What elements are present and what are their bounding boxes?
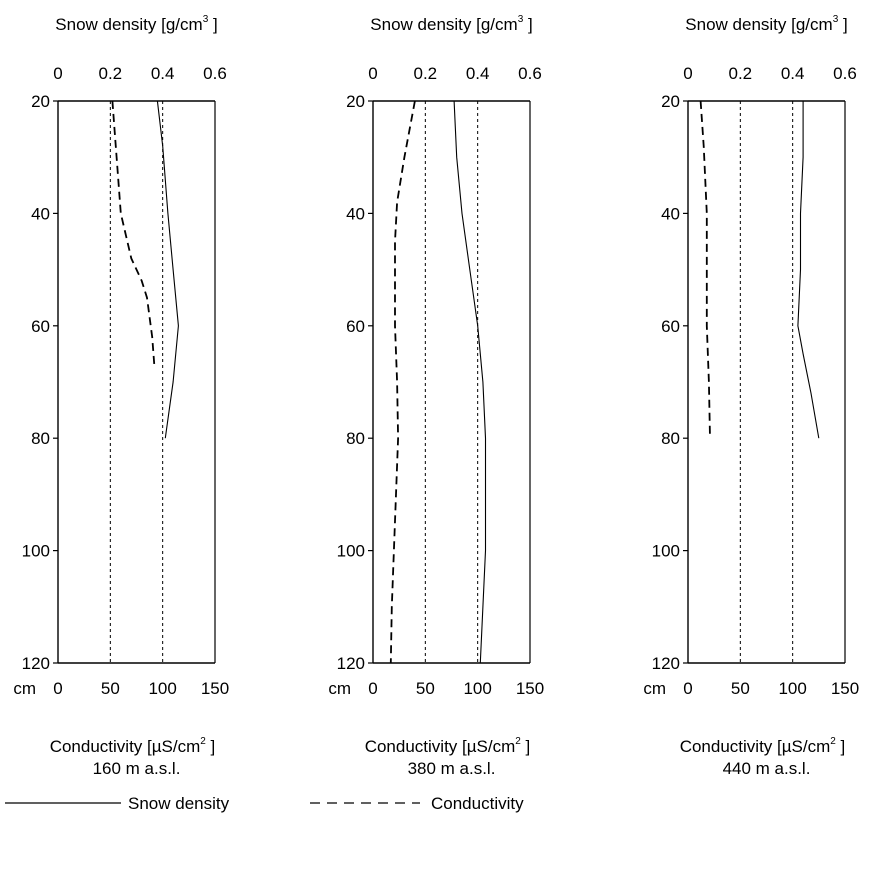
density-series-line: [797, 101, 820, 439]
bottom-tick-label: 100: [778, 679, 806, 698]
bottom-tick-label: 100: [148, 679, 176, 698]
panel-1: Snow density [g/cm3 ] 0 0.2 0.4 0.6 20 40 60 80 1…: [13, 14, 229, 778]
y-tick-label: 80: [31, 429, 50, 448]
bottom-tick-label: 0: [368, 679, 377, 698]
top-tick-label: 0.4: [781, 64, 805, 83]
top-axis-title: Snow density [g/cm3 ]: [55, 14, 217, 34]
y-tick-label: 40: [31, 204, 50, 223]
y-tick-label: 120: [337, 654, 365, 673]
y-tick-label: 100: [22, 542, 50, 561]
conductivity-series-line: [111, 100, 156, 366]
top-axis-title: Snow density [g/cm3 ]: [685, 14, 847, 34]
depth-unit-label: cm: [328, 679, 351, 698]
site-label: 380 m a.s.l.: [408, 759, 496, 778]
density-series-line: [453, 100, 487, 664]
bottom-axis-title: Conductivity [µS/cm2 ]: [50, 736, 216, 756]
bottom-tick-label: 50: [416, 679, 435, 698]
y-tick-label: 60: [661, 317, 680, 336]
top-tick-label: 0.4: [151, 64, 175, 83]
top-tick-label: 0.6: [518, 64, 542, 83]
bottom-tick-label: 150: [201, 679, 229, 698]
legend-conductivity-label: Conductivity: [431, 794, 524, 813]
y-tick-label: 100: [337, 542, 365, 561]
panel-3: Snow density [g/cm3 ] 0 0.2 0.4 0.6 20 40 60 80 1…: [643, 14, 859, 778]
bottom-tick-label: 100: [463, 679, 491, 698]
bottom-tick-label: 150: [516, 679, 544, 698]
top-tick-label: 0.2: [414, 64, 438, 83]
y-tick-label: 20: [31, 92, 50, 111]
top-tick-label: 0.6: [203, 64, 227, 83]
panel-2: Snow density [g/cm3 ] 0 0.2 0.4 0.6 20 40 60 80 1…: [328, 14, 544, 778]
bottom-tick-label: 150: [831, 679, 859, 698]
bottom-tick-label: 50: [731, 679, 750, 698]
y-tick-label: 60: [346, 317, 365, 336]
legend: Snow density Conductivity: [5, 794, 524, 813]
depth-unit-label: cm: [13, 679, 36, 698]
bottom-tick-label: 0: [53, 679, 62, 698]
bottom-axis-title: Conductivity [µS/cm2 ]: [680, 736, 846, 756]
legend-snow-density-label: Snow density: [128, 794, 230, 813]
top-tick-label: 0: [53, 64, 62, 83]
y-tick-label: 20: [346, 92, 365, 111]
bottom-axis-title: Conductivity [µS/cm2 ]: [365, 736, 531, 756]
y-tick-label: 20: [661, 92, 680, 111]
y-tick-label: 40: [346, 204, 365, 223]
top-tick-label: 0.6: [833, 64, 857, 83]
chart-panels: Snow density [g/cm3 ] 0 0.2 0.4 0.6 20 40 60 80 1…: [13, 14, 859, 778]
top-tick-label: 0.2: [729, 64, 753, 83]
y-tick-label: 60: [31, 317, 50, 336]
site-label: 160 m a.s.l.: [93, 759, 181, 778]
conductivity-series-line: [699, 100, 711, 439]
y-tick-label: 120: [652, 654, 680, 673]
depth-unit-label: cm: [643, 679, 666, 698]
top-tick-label: 0: [368, 64, 377, 83]
y-tick-label: 80: [661, 429, 680, 448]
y-tick-label: 120: [22, 654, 50, 673]
top-tick-label: 0.4: [466, 64, 490, 83]
bottom-tick-label: 0: [683, 679, 692, 698]
y-tick-label: 80: [346, 429, 365, 448]
y-tick-label: 40: [661, 204, 680, 223]
top-tick-label: 0.2: [99, 64, 123, 83]
top-axis-title: Snow density [g/cm3 ]: [370, 14, 532, 34]
density-series-line: [156, 100, 179, 439]
conductivity-series-line: [389, 100, 416, 664]
site-label: 440 m a.s.l.: [723, 759, 811, 778]
y-tick-label: 100: [652, 542, 680, 561]
top-tick-label: 0: [683, 64, 692, 83]
bottom-tick-label: 50: [101, 679, 120, 698]
